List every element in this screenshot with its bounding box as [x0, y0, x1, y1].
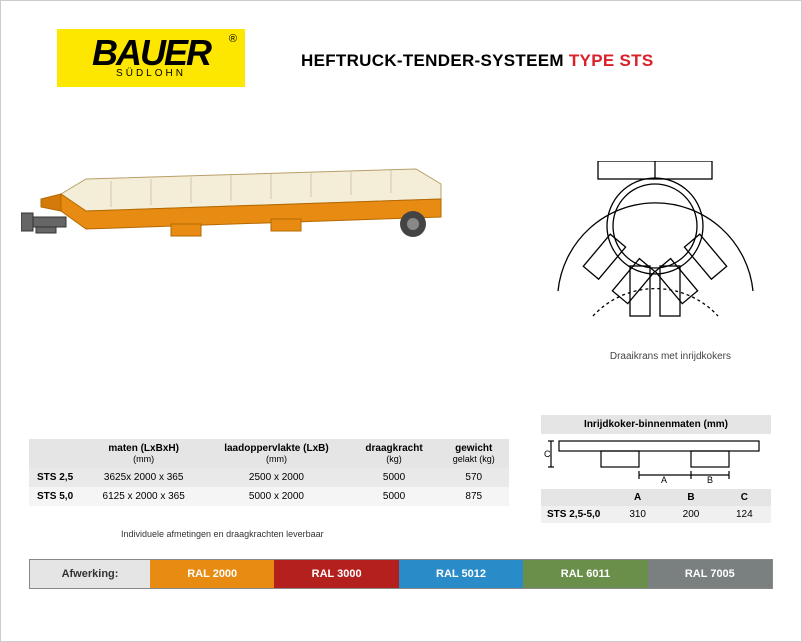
spec-footnote: Individuele afmetingen en draagkrachten … — [121, 529, 324, 539]
cell: 124 — [718, 506, 771, 523]
col-a: A — [611, 489, 664, 506]
swatch-ral6011: RAL 6011 — [523, 560, 647, 588]
brand-sub: SÜDLOHN — [116, 68, 186, 79]
row-name: STS 2,5-5,0 — [541, 506, 611, 523]
svg-text:B: B — [707, 475, 713, 483]
swatch-ral7005: RAL 7005 — [648, 560, 772, 588]
brand-logo: ® BAUER SÜDLOHN — [57, 29, 245, 87]
technical-diagram — [548, 161, 763, 341]
pocket-diagram: C A B — [541, 437, 771, 483]
finish-bar: Afwerking: RAL 2000 RAL 3000 RAL 5012 RA… — [29, 559, 773, 589]
svg-text:A: A — [661, 475, 667, 483]
col-b: B — [664, 489, 717, 506]
table-row: STS 2,5-5,0 310 200 124 — [541, 506, 771, 523]
pocket-table: A B C STS 2,5-5,0 310 200 124 — [541, 489, 771, 523]
col-dims: maten (LxBxH)(mm) — [84, 439, 203, 468]
cell: 5000 — [350, 468, 439, 487]
col-c: C — [718, 489, 771, 506]
cell: 2500 x 2000 — [203, 468, 349, 487]
row-name: STS 5,0 — [29, 487, 84, 506]
title-type: TYPE STS — [569, 51, 654, 70]
table-row: STS 5,0 6125 x 2000 x 365 5000 x 2000 50… — [29, 487, 509, 506]
brand-name: BAUER — [92, 37, 210, 69]
swatch-ral2000: RAL 2000 — [150, 560, 274, 588]
col-load-area: laadoppervlakte (LxB)(mm) — [203, 439, 349, 468]
cell: 6125 x 2000 x 365 — [84, 487, 203, 506]
product-image — [21, 139, 451, 269]
registered-mark: ® — [229, 33, 237, 45]
row-name: STS 2,5 — [29, 468, 84, 487]
cell: 5000 — [350, 487, 439, 506]
cell: 5000 x 2000 — [203, 487, 349, 506]
title-main: HEFTRUCK-TENDER-SYSTEEM — [301, 51, 569, 70]
cell: 875 — [439, 487, 509, 506]
col-weight: gewichtgelakt (kg) — [439, 439, 509, 468]
cell: 310 — [611, 506, 664, 523]
swatch-ral3000: RAL 3000 — [274, 560, 398, 588]
page-title: HEFTRUCK-TENDER-SYSTEEM TYPE STS — [301, 51, 653, 71]
cell: 3625x 2000 x 365 — [84, 468, 203, 487]
spec-table: maten (LxBxH)(mm) laadoppervlakte (LxB)(… — [29, 439, 509, 506]
cell: 570 — [439, 468, 509, 487]
table-row: STS 2,5 3625x 2000 x 365 2500 x 2000 500… — [29, 468, 509, 487]
cell: 200 — [664, 506, 717, 523]
col-capacity: draagkracht(kg) — [350, 439, 439, 468]
pocket-title: Inrijdkoker-binnenmaten (mm) — [541, 415, 771, 434]
diagram-caption: Draaikrans met inrijdkokers — [610, 351, 731, 362]
svg-text:C: C — [544, 449, 551, 459]
col-blank — [29, 439, 84, 468]
finish-label: Afwerking: — [30, 560, 150, 588]
swatch-ral5012: RAL 5012 — [399, 560, 523, 588]
col-blank — [541, 489, 611, 506]
